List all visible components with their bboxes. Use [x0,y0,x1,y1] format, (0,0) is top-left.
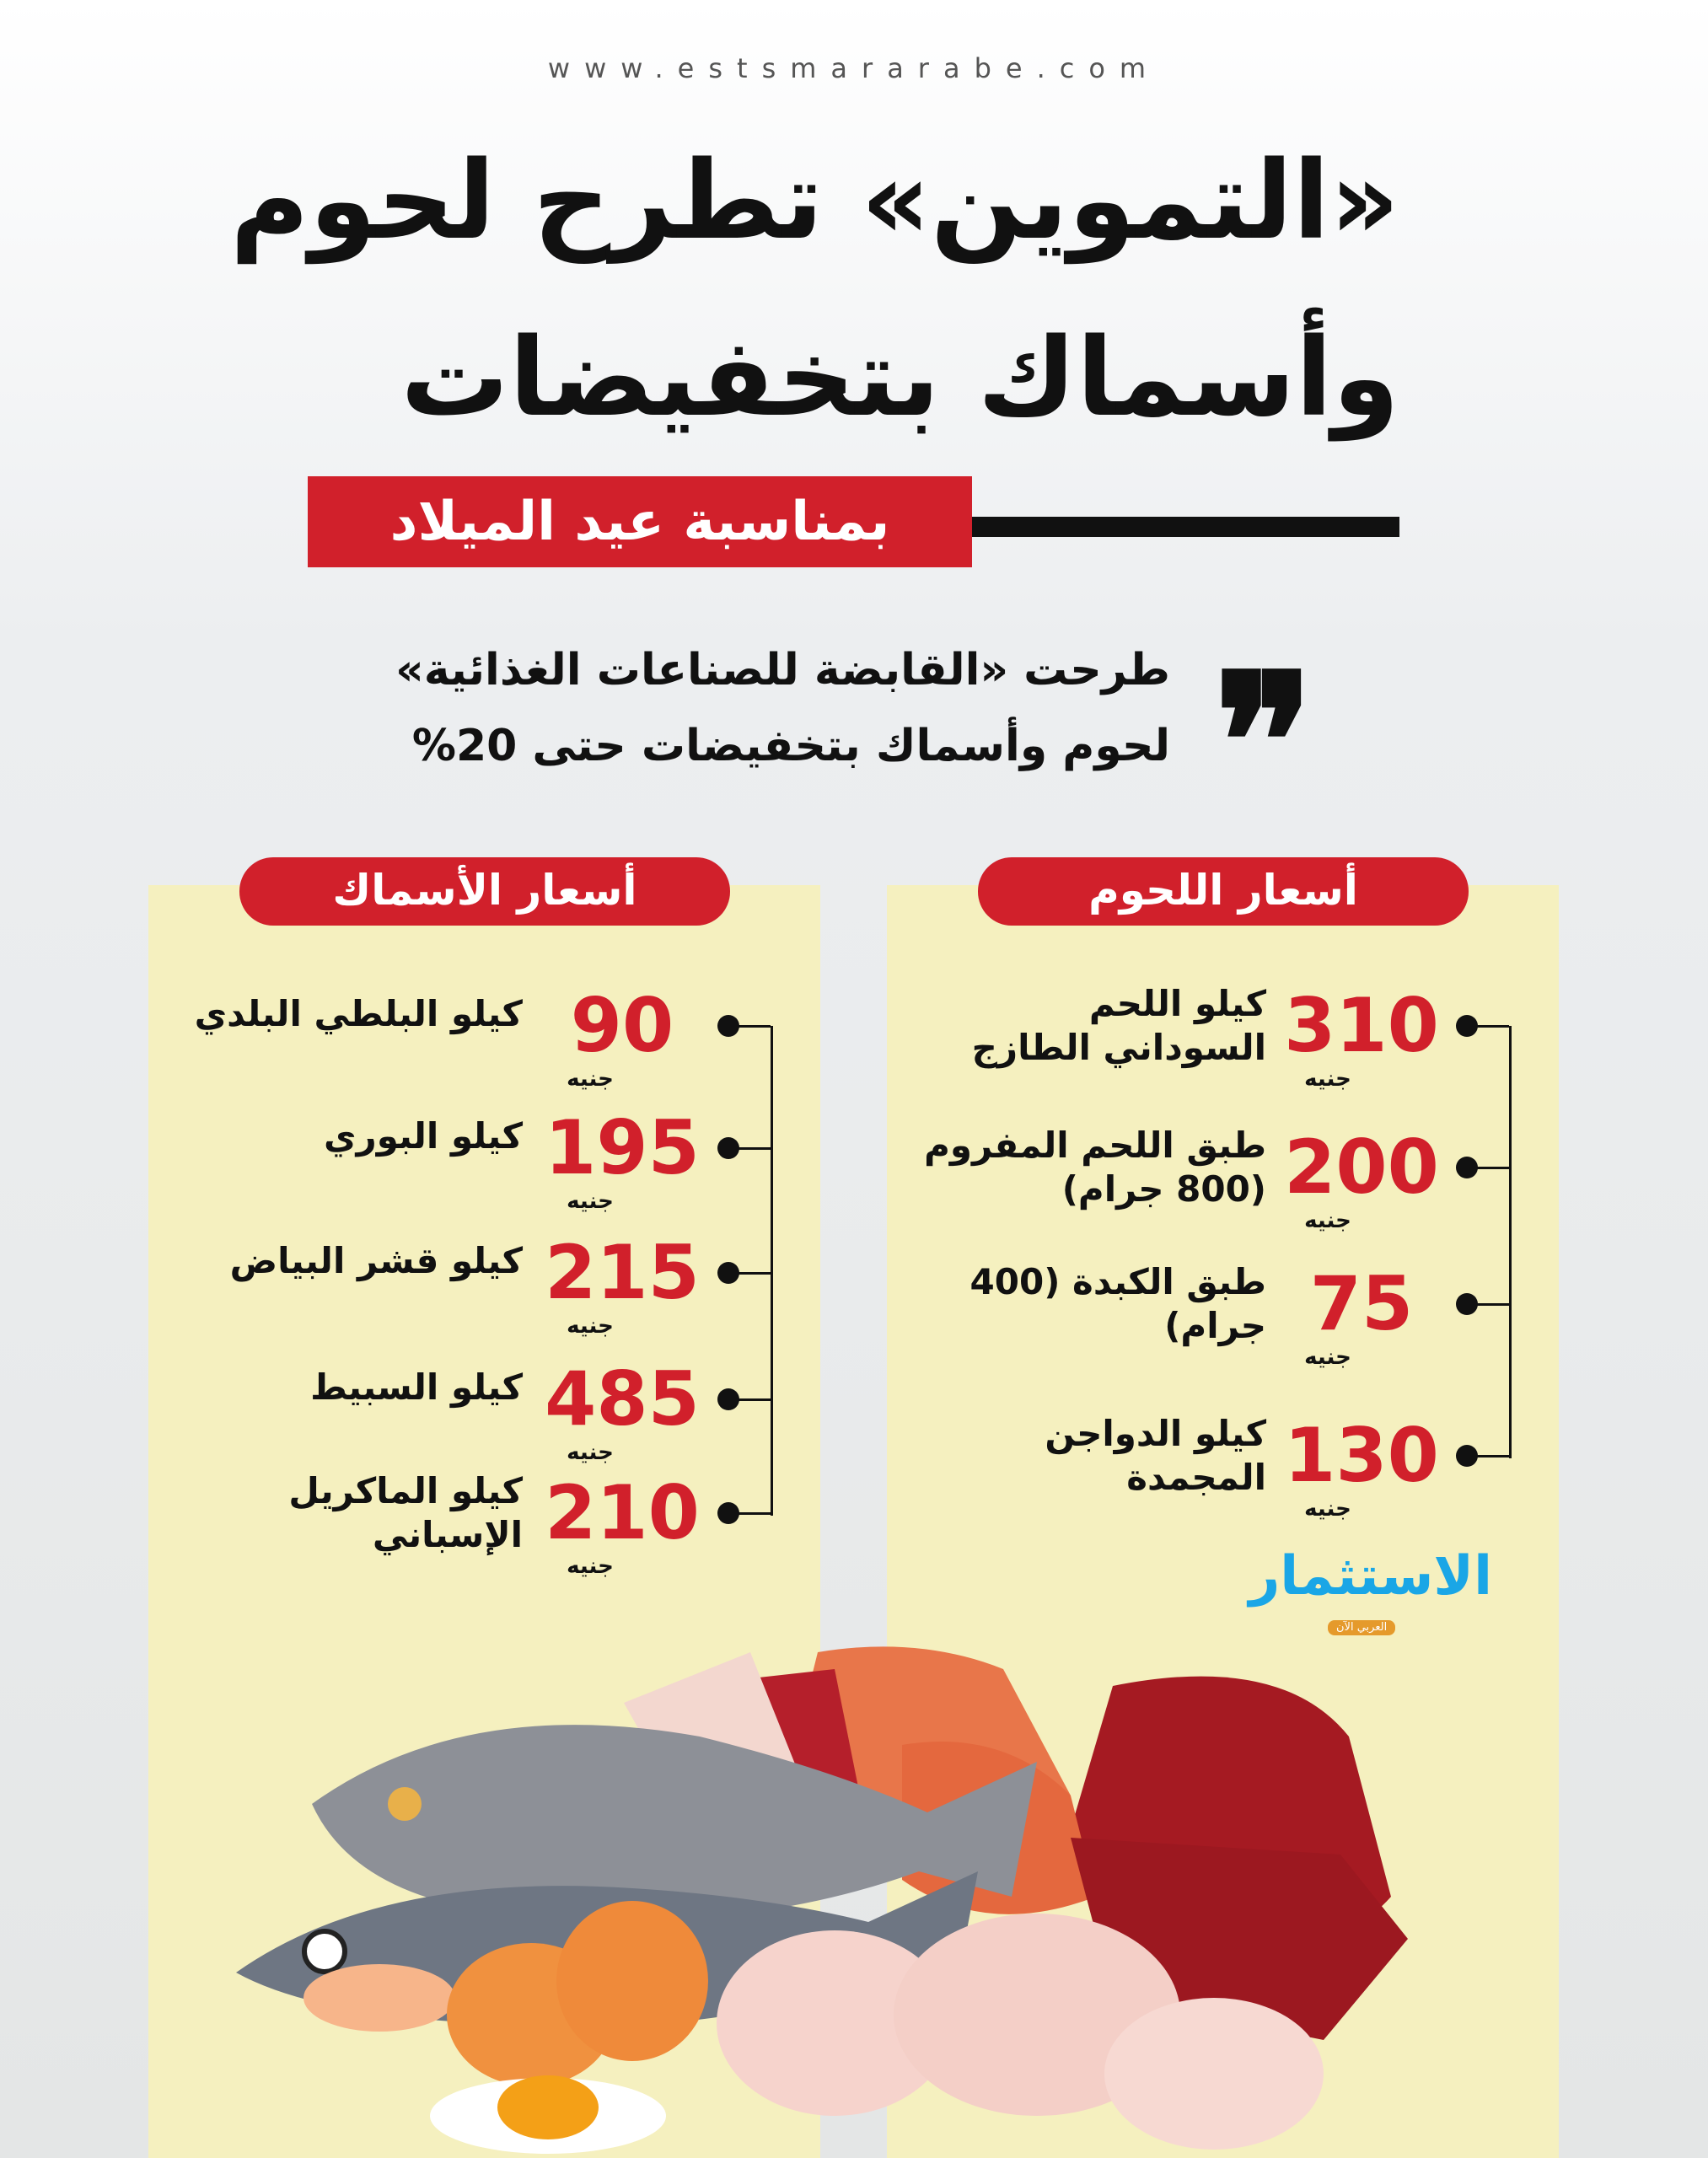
item-name-line-1: كيلو قشر البياض [229,1240,523,1281]
item-name-line-2: (800 جرام) [1061,1168,1266,1210]
bracket-tick [1467,1167,1509,1169]
item-name-line-1: كيلو البوري [324,1115,523,1157]
item-name-line-2: الإسباني [372,1514,523,1555]
price-unit: جنيه [567,1313,614,1339]
price-value: 75 [1309,1260,1414,1347]
logo: الاستثمار العربي الآن [1239,1543,1492,1644]
item-name-line-2: جرام) [1164,1305,1266,1346]
item-name-line-1: كيلو البلطي البلدي [194,993,523,1034]
occasion-banner: بمناسبة عيد الميلاد [308,476,972,567]
bracket-tick [1467,1455,1509,1457]
price-value: 200 [1284,1124,1439,1211]
price-unit: جنيه [1304,1066,1351,1092]
bracket-tick [728,1512,771,1515]
meat-prices-bracket [1509,1026,1512,1458]
price-unit: جنيه [567,1440,614,1465]
bracket-tick [728,1025,771,1028]
logo-tagline: العربي الآن [1328,1620,1396,1635]
bracket-tick [1467,1303,1509,1306]
food-illustration [236,1646,1408,2154]
quote-line-2: لحوم وأسماك بتخفيضات حتى 20% [411,721,1170,771]
headline-line-1: «التموين» تطرح لحوم [230,138,1399,264]
chicken-illustration [717,1930,953,2116]
bracket-tick [728,1398,771,1401]
item-name-line-1: كيلو السبيط [310,1366,523,1408]
egg-illustration [556,1901,708,2061]
item-name-line-2: السوداني الطازج [971,1027,1266,1068]
headline-line-2: وأسماك بتخفيضات [400,315,1399,441]
bracket-tick [1467,1025,1509,1028]
fish-prices-header: أسعار الأسماك [239,857,730,926]
price-unit: جنيه [1304,1208,1351,1233]
price-value: 310 [1284,982,1439,1069]
price-unit: جنيه [567,1189,614,1214]
price-value: 195 [545,1104,700,1191]
price-unit: جنيه [567,1554,614,1579]
chicken-illustration [1104,1998,1324,2150]
logo-wordmark: الاستثمار [1249,1545,1492,1608]
quote-icon: ❞ [1214,632,1314,851]
fried-egg-yolk [497,2075,599,2139]
price-unit: جنيه [1304,1345,1351,1370]
meat-prices-header: أسعار اللحوم [978,857,1469,926]
item-name-line-1: كيلو الدواجن [1045,1413,1266,1454]
price-value: 485 [545,1355,700,1442]
bracket-tick [728,1147,771,1150]
price-value: 130 [1284,1412,1439,1499]
mackerel-eye [302,1929,347,1974]
price-unit: جنيه [567,1066,614,1092]
quote-line-1: طرحت «القابضة للصناعات الغذائية» [395,645,1170,695]
item-name-line-1: طبق اللحم المفروم [924,1125,1266,1166]
item-name-line-1: كيلو الماكريل [288,1470,523,1511]
website-url: www.estsmararabe.com [547,52,1161,84]
fish-illustration [312,1725,1037,1921]
price-value: 90 [570,982,674,1069]
fish-prices-bracket [771,1026,773,1516]
fish-eye [388,1787,422,1821]
price-unit: جنيه [1304,1496,1351,1522]
banner-divider [972,517,1399,537]
price-value: 210 [545,1469,700,1556]
shrimp-illustration [303,1964,455,2032]
bracket-tick [728,1272,771,1275]
item-name-line-2: المجمدة [1126,1457,1266,1498]
item-name-line-1: كيلو اللحم [1088,983,1266,1024]
price-value: 215 [545,1229,700,1316]
item-name-line-1: طبق الكبدة (400 [969,1261,1266,1302]
